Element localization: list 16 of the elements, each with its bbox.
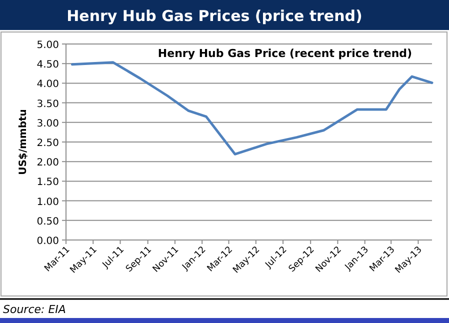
y-tick-label: 0.50 (36, 216, 59, 228)
y-tick-label: 3.50 (36, 98, 59, 110)
chart-title: Henry Hub Gas Prices (price trend) (66, 7, 362, 25)
y-tick-label: 0.00 (36, 236, 59, 247)
y-tick-label: 4.50 (36, 60, 59, 71)
y-tick-label: 2.50 (36, 138, 59, 149)
y-tick-label: 1.50 (36, 177, 59, 188)
y-tick-label: 4.00 (36, 79, 59, 90)
chart-subtitle: Henry Hub Gas Price (recent price trend) (158, 47, 412, 60)
y-tick-label: 3.00 (36, 118, 59, 130)
y-tick-label: 1.00 (36, 196, 59, 208)
y-axis-title: US$/mmbtu (18, 109, 29, 175)
line-series (70, 61, 434, 156)
y-tick-label: 5.00 (36, 40, 59, 51)
source-note: Source: EIA (3, 303, 66, 316)
y-tick-label: 2.00 (36, 158, 59, 169)
